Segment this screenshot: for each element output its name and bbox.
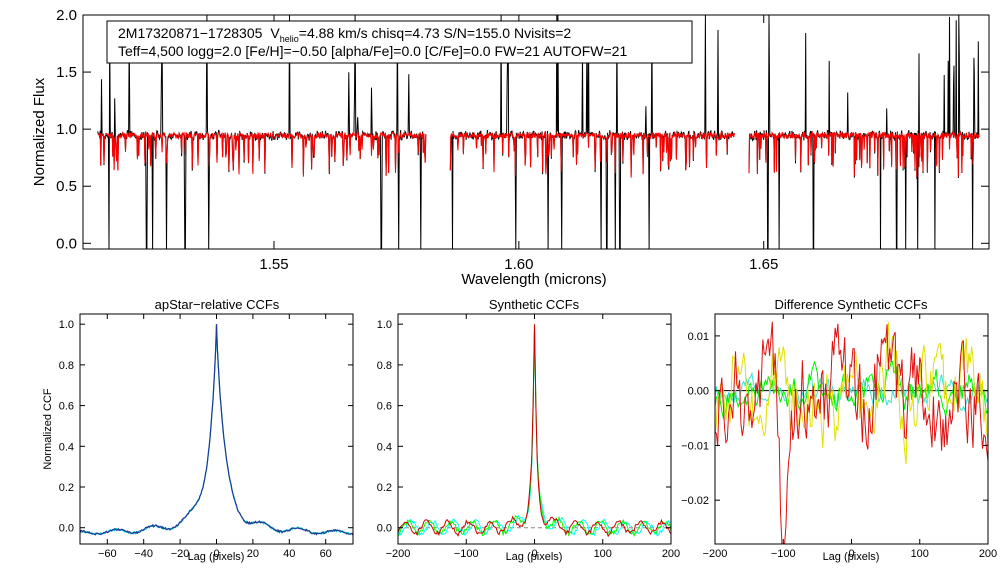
y-tick-label: 0.8 — [377, 360, 392, 372]
apstar-ccf-frame — [79, 313, 354, 545]
difference-ccf-frame — [714, 313, 989, 545]
synthetic-ccf-panel: Synthetic CCFs −200 −100 0 100 200 0.0 0.2 0.4 0… — [377, 297, 680, 563]
synthetic-ccf-line — [397, 324, 672, 538]
synthetic-ccf-lines — [397, 324, 672, 538]
info-vhelio-subscript: helio — [280, 34, 299, 44]
difference-ccf-panel: Difference Synthetic CCFs −200 −100 0 100 20… — [681, 297, 997, 563]
x-tick-label: 0 — [531, 548, 537, 560]
synthetic-ccf-ticks: −200 −100 0 100 200 0.0 0.2 0.4 0.6 0.8 1.0 — [377, 314, 680, 560]
difference-ccf-title: Difference Synthetic CCFs — [775, 297, 928, 312]
info-line-1: 2M17320871−1728305 Vhelio=4.88 km/s chisq… — [118, 25, 571, 44]
info-line-2: Teff=4,500 logg=2.0 [Fe/H]=−0.50 [alpha/… — [118, 43, 627, 59]
y-tick-label: 0.01 — [688, 331, 709, 343]
y-tick-label: 0.2 — [59, 482, 74, 494]
synthetic-ccf-xlabel: Lag (pixels) — [506, 551, 563, 563]
x-tick-label: −100 — [771, 548, 796, 560]
difference-ccf-line — [714, 360, 989, 420]
spectrum-observed-line — [97, 14, 427, 250]
spectrum-xlabel: Wavelength (microns) — [461, 271, 606, 288]
spectrum-observed-line — [748, 14, 980, 250]
apstar-ccf-xlabel: Lag (pixels) — [188, 551, 245, 563]
x-tick-label: 100 — [594, 548, 612, 560]
spectrum-frame — [82, 14, 990, 250]
apstar-ccf-line — [79, 324, 354, 536]
y-tick-label: 0.4 — [377, 441, 392, 453]
difference-ccf-line — [714, 321, 989, 545]
y-tick-label: 0.2 — [377, 482, 392, 494]
x-tick-label: 0 — [848, 548, 854, 560]
info-star-id: 2M17320871−1728305 — [118, 25, 263, 41]
y-tick-label: 0.00 — [688, 386, 709, 398]
info-box — [106, 20, 693, 64]
apstar-ccf-title: apStar−relative CCFs — [155, 297, 280, 312]
y-tick-label: 0.5 — [56, 178, 77, 195]
y-tick-label: 1.0 — [56, 121, 77, 138]
y-tick-label: 0.0 — [56, 235, 77, 252]
x-tick-label: 1.65 — [749, 256, 778, 273]
apstar-ccf-ticks: −60 −40 −20 0 20 40 60 0.0 0.2 0.4 0.6 0.8 1.0 — [59, 314, 353, 560]
difference-ccf-lines — [714, 321, 989, 545]
x-tick-label: −100 — [454, 548, 479, 560]
y-tick-label: 1.0 — [59, 319, 74, 331]
x-tick-label: 1.55 — [259, 256, 288, 273]
y-tick-label: 1.0 — [377, 319, 392, 331]
spectrum-ticks: 1.55 1.60 1.65 0.0 0.5 1.0 1.5 2.0 — [56, 7, 989, 273]
y-tick-label: 0.0 — [59, 523, 74, 535]
apstar-ccf-lines — [79, 324, 354, 536]
x-tick-label: 20 — [247, 548, 259, 560]
apstar-ccf-line — [79, 324, 354, 536]
spectrum-panel: 1.55 1.60 1.65 0.0 0.5 1.0 1.5 2.0 Wavelength (… — [31, 7, 990, 288]
y-tick-label: 1.5 — [56, 64, 77, 81]
x-tick-label: 60 — [320, 548, 332, 560]
y-tick-label: 0.4 — [59, 441, 74, 453]
y-tick-label: 0.6 — [377, 401, 392, 413]
spectrum-model-line — [449, 131, 735, 178]
y-tick-label: −0.01 — [681, 440, 709, 452]
difference-ccf-line — [714, 322, 989, 465]
info-line-1-values: =4.88 km/s chisq=4.73 S/N=155.0 Nvisits=… — [299, 25, 572, 41]
spectrum-ylabel: Normalized Flux — [31, 77, 48, 186]
apstar-ccf-ylabel: Normalized CCF — [42, 388, 54, 470]
x-tick-label: −200 — [703, 548, 728, 560]
y-tick-label: −0.02 — [681, 495, 709, 507]
x-tick-label: 200 — [979, 548, 997, 560]
spectrum-lines — [97, 14, 980, 250]
x-tick-label: 1.60 — [504, 256, 533, 273]
spectrum-model-line — [97, 131, 427, 177]
difference-ccf-xlabel: Lag (pixels) — [823, 551, 880, 563]
apstar-ccf-panel: apStar−relative CCFs −60 −40 −20 0 20 40 60 0.0… — [42, 297, 354, 563]
x-tick-label: −200 — [386, 548, 411, 560]
x-tick-label: −40 — [134, 548, 153, 560]
synthetic-ccf-line — [397, 324, 672, 537]
x-tick-label: 0 — [213, 548, 219, 560]
info-vhelio-symbol: V — [270, 25, 280, 41]
x-tick-label: 40 — [283, 548, 295, 560]
y-tick-label: 2.0 — [56, 7, 77, 24]
y-tick-label: 0.6 — [59, 401, 74, 413]
x-tick-label: −60 — [98, 548, 117, 560]
x-tick-label: 200 — [662, 548, 680, 560]
x-tick-label: −20 — [171, 548, 190, 560]
y-tick-label: 0.8 — [59, 360, 74, 372]
synthetic-ccf-title: Synthetic CCFs — [489, 297, 580, 312]
difference-ccf-ticks: −200 −100 0 100 200 −0.02 −0.01 0.00 0.01 — [681, 314, 997, 560]
y-tick-label: 0.0 — [377, 523, 392, 535]
x-tick-label: 100 — [911, 548, 929, 560]
spectrum-model-line — [748, 130, 980, 178]
